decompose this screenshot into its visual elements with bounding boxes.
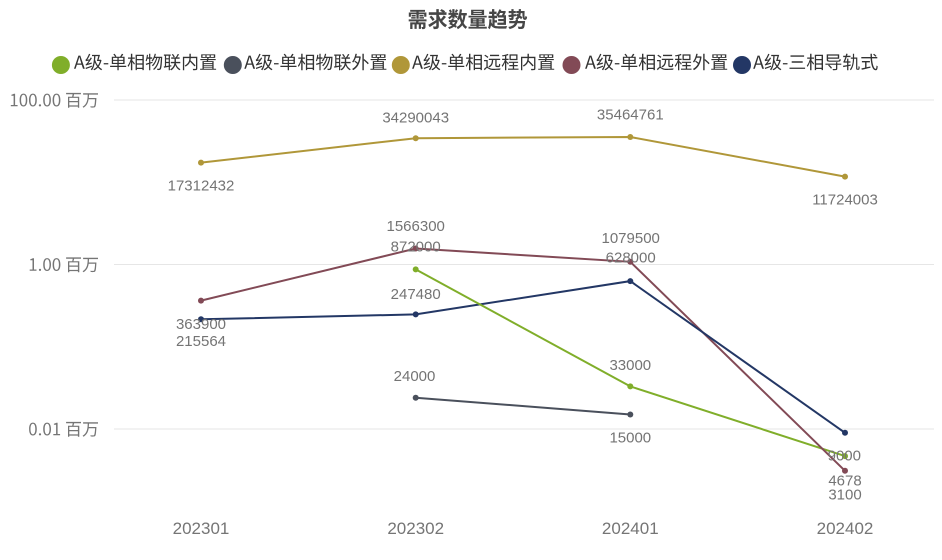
svg-text:3100: 3100 [828, 486, 861, 503]
svg-text:11724003: 11724003 [812, 191, 878, 208]
svg-text:628000: 628000 [606, 250, 656, 267]
svg-text:4678: 4678 [828, 472, 861, 489]
svg-text:202402: 202402 [817, 519, 874, 538]
svg-text:872000: 872000 [391, 239, 441, 256]
svg-text:9000: 9000 [828, 447, 861, 464]
svg-text:202401: 202401 [602, 519, 659, 538]
svg-text:35464761: 35464761 [597, 107, 664, 124]
svg-text:24000: 24000 [394, 368, 436, 385]
svg-text:215564: 215564 [176, 333, 226, 350]
svg-text:17312432: 17312432 [168, 177, 235, 194]
svg-text:1566300: 1566300 [386, 218, 444, 235]
svg-text:34290043: 34290043 [382, 109, 449, 126]
svg-text:15000: 15000 [609, 429, 651, 446]
svg-text:202302: 202302 [387, 519, 444, 538]
svg-text:33000: 33000 [609, 357, 651, 374]
svg-text:363900: 363900 [176, 316, 226, 333]
svg-text:202301: 202301 [173, 519, 230, 538]
svg-text:247480: 247480 [391, 286, 441, 303]
svg-text:1079500: 1079500 [601, 230, 659, 247]
